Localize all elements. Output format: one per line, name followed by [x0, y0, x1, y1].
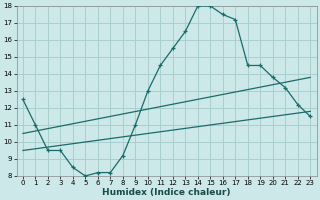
X-axis label: Humidex (Indice chaleur): Humidex (Indice chaleur) — [102, 188, 231, 197]
